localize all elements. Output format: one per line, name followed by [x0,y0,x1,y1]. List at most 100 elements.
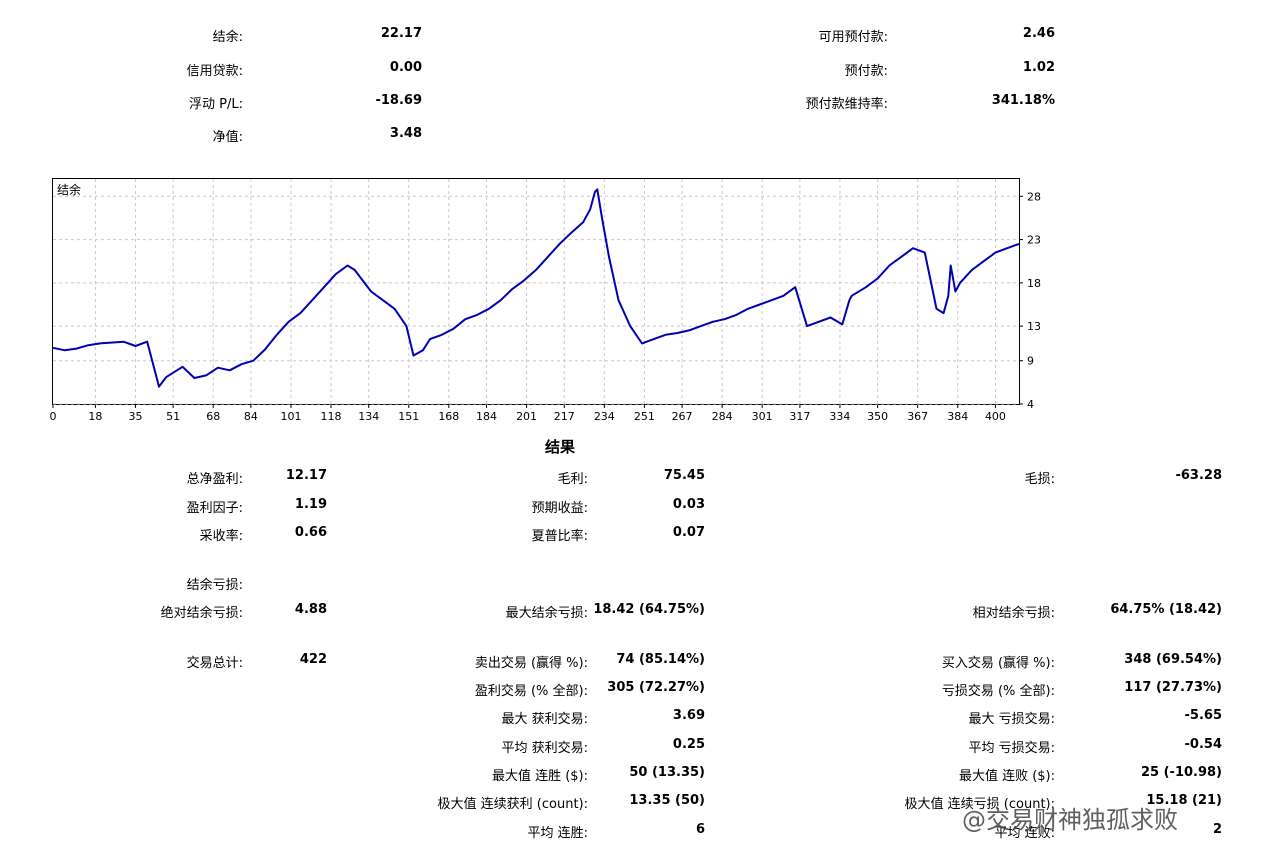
largest-loss-value: -5.65 [1184,708,1222,723]
results-title: 结果 [544,438,575,456]
largest-profit-value: 3.69 [672,708,705,723]
x-tick-label: 134 [358,410,379,423]
avg-loss-label: 平均 亏损交易: [968,741,1055,756]
abs-drawdown-value: 4.88 [294,602,327,617]
credit-value: 0.00 [389,60,422,75]
max-consec-wins-label: 最大值 连胜 ($): [491,769,588,784]
long-trades-value: 348 (69.54%) [1124,652,1222,667]
avg-consec-wins-value: 6 [695,822,705,837]
gross-loss-value: -63.28 [1175,468,1222,483]
maximal-consec-profit-label: 极大值 连续获利 (count): [437,797,588,812]
x-tick-label: 101 [280,410,301,423]
x-tick-label: 84 [244,410,258,423]
rel-drawdown-label: 相对结余亏损: [972,606,1055,621]
expected-payoff-label: 预期收益: [531,501,588,516]
sharpe-label: 夏普比率: [531,529,588,544]
y-tick-label: 4 [1027,398,1034,411]
x-tick-label: 118 [321,410,342,423]
avg-profit-value: 0.25 [672,737,705,752]
credit-label: 信用贷款: [186,64,243,79]
balance-label: 结余: [212,30,243,45]
max-consec-losses-value: 25 (-10.98) [1140,765,1222,780]
balance-chart-svg: 0 18 35 51 68 84 101 118 134 151 168 184 201 217 234 25… [50,179,1041,423]
abs-drawdown-label: 绝对结余亏损: [160,606,243,621]
x-tick-label: 234 [594,410,615,423]
floating-pl-label: 浮动 P/L: [189,97,243,112]
avg-consec-losses-label: 平均 连败: [994,826,1055,841]
maximal-consec-loss-label: 极大值 连续亏损 (count): [904,797,1055,812]
avg-consec-losses-value: 2 [1212,822,1222,837]
x-tick-label: 18 [88,410,102,423]
chart-title: 结余 [57,183,82,197]
margin-level-label: 预付款维持率: [805,97,888,112]
gross-profit-value: 75.45 [663,468,705,483]
max-drawdown-value: 18.42 (64.75%) [593,602,705,617]
total-trades-value: 422 [299,652,327,667]
x-tick-label: 68 [206,410,220,423]
maximal-consec-profit-value: 13.35 (50) [629,793,705,808]
short-trades-label: 卖出交易 (赢得 %): [474,656,588,671]
x-tick-label: 334 [829,410,850,423]
margin-label: 预付款: [844,64,888,79]
rel-drawdown-value: 64.75% (18.42) [1110,602,1222,617]
x-tick-label: 301 [752,410,773,423]
y-tick-label: 18 [1027,277,1041,290]
total-trades-label: 交易总计: [186,656,243,671]
x-tick-label: 35 [128,410,142,423]
margin-value: 1.02 [1022,60,1055,75]
avg-loss-value: -0.54 [1184,737,1222,752]
balance-drawdown-label: 结余亏损: [186,578,243,593]
x-tick-label: 184 [476,410,497,423]
x-tick-label: 217 [554,410,575,423]
free-margin-value: 2.46 [1022,26,1055,41]
floating-pl-value: -18.69 [375,93,422,108]
equity-value: 3.48 [389,126,422,141]
x-tick-label: 284 [712,410,733,423]
total-net-profit-label: 总净盈利: [186,472,243,487]
avg-profit-label: 平均 获利交易: [501,741,588,756]
profit-trades-value: 305 (72.27%) [607,680,705,695]
sharpe-value: 0.07 [672,525,705,540]
recovery-factor-label: 采收率: [199,529,243,544]
max-drawdown-label: 最大结余亏损: [505,606,588,621]
x-tick-label: 267 [672,410,693,423]
free-margin-label: 可用预付款: [818,30,888,45]
avg-consec-wins-label: 平均 连胜: [527,826,588,841]
short-trades-value: 74 (85.14%) [616,652,705,667]
x-tick-label: 0 [50,410,57,423]
y-tick-label: 13 [1027,320,1041,333]
x-tick-label: 151 [398,410,419,423]
max-consec-wins-value: 50 (13.35) [629,765,705,780]
maximal-consec-loss-value: 15.18 (21) [1146,793,1222,808]
x-tick-label: 201 [516,410,537,423]
balance-series-line [52,188,1020,388]
equity-label: 净值: [212,130,243,145]
max-consec-losses-label: 最大值 连败 ($): [958,769,1055,784]
largest-profit-label: 最大 获利交易: [501,712,588,727]
x-tick-label: 350 [867,410,888,423]
profit-factor-value: 1.19 [294,497,327,512]
y-tick-label: 23 [1027,234,1041,247]
expected-payoff-value: 0.03 [672,497,705,512]
profit-trades-label: 盈利交易 (% 全部): [474,684,588,699]
x-tick-label: 400 [985,410,1006,423]
gross-profit-label: 毛利: [557,472,588,487]
gross-loss-label: 毛损: [1024,472,1055,487]
loss-trades-label: 亏损交易 (% 全部): [941,684,1055,699]
x-tick-label: 317 [789,410,810,423]
profit-factor-label: 盈利因子: [186,501,243,516]
recovery-factor-value: 0.66 [294,525,327,540]
x-tick-label: 51 [166,410,180,423]
total-net-profit-value: 12.17 [285,468,327,483]
x-tick-label: 367 [907,410,928,423]
y-tick-label: 28 [1027,190,1041,203]
balance-value: 22.17 [380,26,422,41]
x-tick-label: 251 [634,410,655,423]
long-trades-label: 买入交易 (赢得 %): [941,656,1055,671]
watermark-text: @交易财神独孤求败 [962,806,1178,834]
y-tick-label: 9 [1027,355,1034,368]
margin-level-value: 341.18% [991,93,1055,108]
largest-loss-label: 最大 亏损交易: [968,712,1055,727]
loss-trades-value: 117 (27.73%) [1124,680,1222,695]
x-tick-label: 168 [438,410,459,423]
